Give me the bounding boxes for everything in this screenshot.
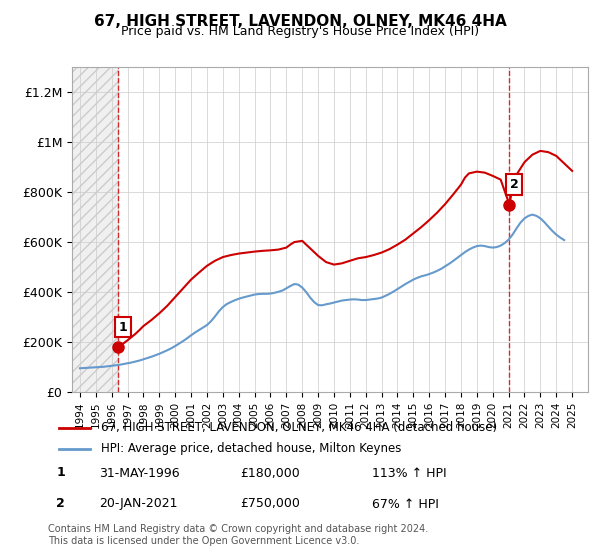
Text: £180,000: £180,000 — [240, 466, 300, 480]
Text: 67% ↑ HPI: 67% ↑ HPI — [372, 497, 439, 511]
Text: 31-MAY-1996: 31-MAY-1996 — [99, 466, 179, 480]
Bar — [72, 67, 118, 392]
Bar — [72, 67, 118, 392]
Text: 2: 2 — [510, 178, 518, 191]
Text: Contains HM Land Registry data © Crown copyright and database right 2024.
This d: Contains HM Land Registry data © Crown c… — [48, 524, 428, 546]
Text: 67, HIGH STREET, LAVENDON, OLNEY, MK46 4HA: 67, HIGH STREET, LAVENDON, OLNEY, MK46 4… — [94, 14, 506, 29]
Text: 113% ↑ HPI: 113% ↑ HPI — [372, 466, 446, 480]
Text: 2: 2 — [56, 497, 65, 510]
Text: £750,000: £750,000 — [240, 497, 300, 511]
Text: 1: 1 — [119, 320, 127, 334]
Text: HPI: Average price, detached house, Milton Keynes: HPI: Average price, detached house, Milt… — [101, 442, 401, 455]
Text: 20-JAN-2021: 20-JAN-2021 — [99, 497, 178, 511]
Text: 67, HIGH STREET, LAVENDON, OLNEY, MK46 4HA (detached house): 67, HIGH STREET, LAVENDON, OLNEY, MK46 4… — [101, 421, 497, 434]
Text: Price paid vs. HM Land Registry's House Price Index (HPI): Price paid vs. HM Land Registry's House … — [121, 25, 479, 38]
Text: 1: 1 — [56, 466, 65, 479]
